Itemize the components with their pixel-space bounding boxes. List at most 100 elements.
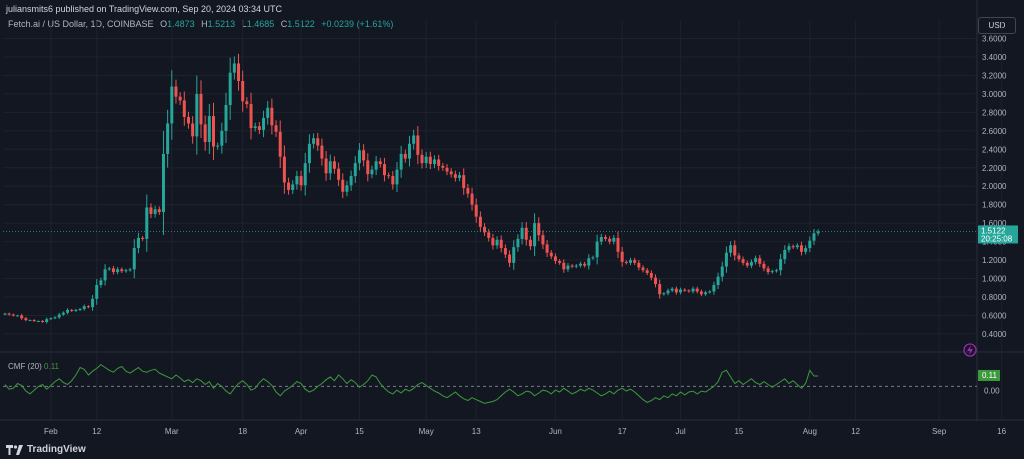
date-tick-label: May — [419, 427, 434, 436]
candle-body — [566, 265, 570, 270]
candle-body — [407, 143, 411, 159]
candle-body — [195, 93, 199, 137]
candle-body — [766, 268, 770, 273]
candle-body — [95, 285, 99, 299]
candle-body — [399, 153, 403, 170]
candle-body — [412, 135, 416, 144]
candle-body — [583, 263, 587, 266]
candle-body — [770, 271, 774, 273]
candle-body — [508, 254, 512, 263]
candle-body — [524, 227, 528, 240]
low-value: 1.4685 — [246, 19, 275, 29]
price-tick-label: 2.2000 — [982, 164, 1007, 173]
candle-body — [487, 232, 491, 238]
date-tick-label: 17 — [618, 427, 627, 436]
symbol-name[interactable]: Fetch.ai / US Dollar, 1D, COINBASE — [8, 19, 154, 29]
cmf-legend[interactable]: CMF (20) 0.11 — [8, 362, 59, 371]
open-label: O — [160, 19, 168, 29]
candle-body — [287, 182, 291, 190]
candle-body — [249, 104, 253, 129]
date-tick-label: 15 — [355, 427, 364, 436]
candle-body — [424, 156, 428, 164]
candle-body — [387, 175, 391, 177]
candle-body — [257, 126, 261, 130]
candle-body — [312, 138, 316, 144]
price-tick-label: 0.4000 — [982, 330, 1007, 339]
candle-body — [291, 184, 295, 190]
cmf-value-badge — [978, 369, 1000, 381]
candle-body — [45, 319, 49, 322]
candle-body — [478, 216, 482, 227]
candle-body — [16, 315, 20, 317]
candle-body — [166, 123, 170, 154]
candle-body — [49, 318, 53, 320]
candle-body — [503, 248, 507, 255]
candle-body — [3, 313, 7, 315]
candle-body — [578, 263, 582, 266]
candle-body — [320, 145, 324, 159]
price-tick-label: 2.8000 — [982, 108, 1007, 117]
cmf-name[interactable]: CMF (20) — [8, 362, 42, 371]
candle-body — [24, 318, 28, 321]
candle-body — [720, 266, 724, 277]
candle-body — [637, 262, 641, 268]
price-tick-label: 2.6000 — [982, 127, 1007, 136]
candle-body — [458, 175, 462, 178]
candle-body — [737, 255, 741, 260]
date-tick-label: 12 — [92, 427, 101, 436]
candle-body — [599, 237, 603, 242]
candle-body — [132, 248, 136, 270]
currency-button[interactable]: USD — [978, 17, 1016, 34]
candle-body — [641, 267, 645, 271]
candle-body — [724, 252, 728, 267]
candle-body — [374, 161, 378, 170]
candle-body — [537, 223, 541, 236]
footer-brand[interactable]: TradingView — [6, 444, 86, 455]
candle-body — [491, 237, 495, 246]
candle-body — [278, 131, 282, 157]
candle-body — [754, 258, 758, 262]
candle-body — [729, 245, 733, 253]
candle-body — [633, 260, 637, 263]
candle-body — [186, 117, 190, 124]
candle-body — [395, 169, 399, 185]
candle-body — [20, 315, 24, 319]
candle-body — [587, 258, 591, 266]
candle-body — [620, 251, 624, 262]
candle-body — [528, 239, 532, 247]
candle-body — [232, 63, 236, 73]
price-tick-label: 2.0000 — [982, 182, 1007, 191]
candle-body — [658, 284, 662, 295]
candle-body — [332, 161, 336, 169]
candle-body — [266, 107, 270, 118]
candle-body — [812, 233, 816, 241]
candle-body — [624, 261, 628, 263]
candle-body — [391, 176, 395, 185]
candle-body — [191, 123, 195, 137]
candle-body — [316, 138, 320, 146]
candle-body — [303, 163, 307, 186]
candle-body — [533, 223, 537, 247]
date-tick-label: Jul — [675, 427, 685, 436]
candle-body — [483, 226, 487, 233]
lightning-icon[interactable] — [963, 343, 977, 357]
date-tick-label: Mar — [165, 427, 179, 436]
date-tick-label: 13 — [472, 427, 481, 436]
publisher-line: juliansmits6 published on TradingView.co… — [6, 4, 282, 14]
candle-body — [78, 309, 82, 310]
candle-body — [795, 245, 799, 248]
candle-body — [128, 269, 132, 271]
candle-body — [91, 298, 95, 308]
candle-body — [136, 237, 140, 249]
price-tick-label: 3.2000 — [982, 71, 1007, 80]
candle-body — [616, 237, 620, 252]
candle-body — [541, 235, 545, 245]
candle-body — [324, 158, 328, 174]
candle-body — [207, 116, 211, 142]
candle-body — [282, 156, 286, 183]
candle-body — [241, 81, 245, 102]
candle-body — [608, 238, 612, 242]
candle-body — [654, 277, 658, 285]
candle-body — [779, 259, 783, 271]
